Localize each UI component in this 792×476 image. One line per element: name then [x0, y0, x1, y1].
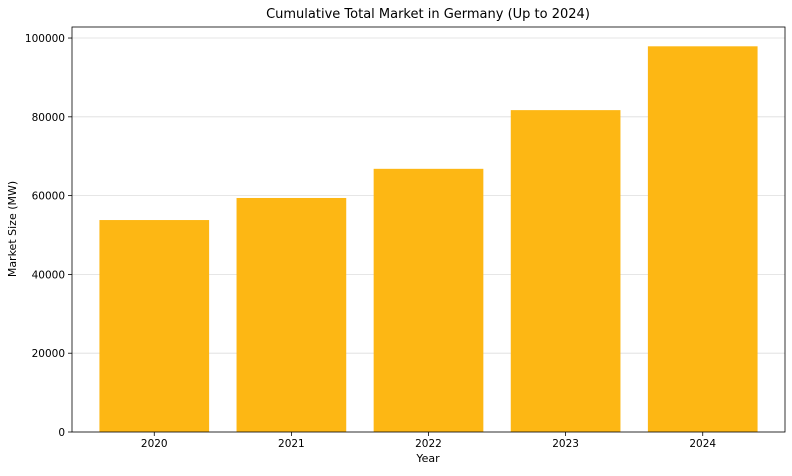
bar-2024	[647, 46, 758, 432]
x-tick-label-2023: 2023	[552, 438, 579, 450]
bar-2022	[373, 168, 484, 432]
chart-title: Cumulative Total Market in Germany (Up t…	[266, 7, 590, 22]
y-tick-label-3: 60000	[32, 191, 65, 203]
bar-2021	[236, 197, 347, 432]
bar-2023	[510, 110, 621, 432]
x-axis-label: Year	[415, 452, 440, 465]
y-tick-label-5: 100000	[25, 33, 65, 45]
y-tick-label-1: 20000	[32, 348, 65, 360]
x-tick-label-2024: 2024	[689, 438, 716, 450]
y-tick-label-4: 80000	[32, 112, 65, 124]
y-axis-label: Market Size (MW)	[6, 181, 19, 277]
x-tick-label-2022: 2022	[415, 438, 442, 450]
bars	[99, 46, 758, 432]
bar-2020	[99, 220, 210, 432]
x-ticks: 2020 2021 2022 2023 2024	[141, 432, 716, 450]
y-ticks: 0 20000 40000 60000 80000 100000	[25, 33, 72, 439]
x-tick-label-2020: 2020	[141, 438, 168, 450]
y-tick-label-0: 0	[58, 427, 65, 439]
y-tick-label-2: 40000	[32, 269, 65, 281]
x-tick-label-2021: 2021	[278, 438, 305, 450]
